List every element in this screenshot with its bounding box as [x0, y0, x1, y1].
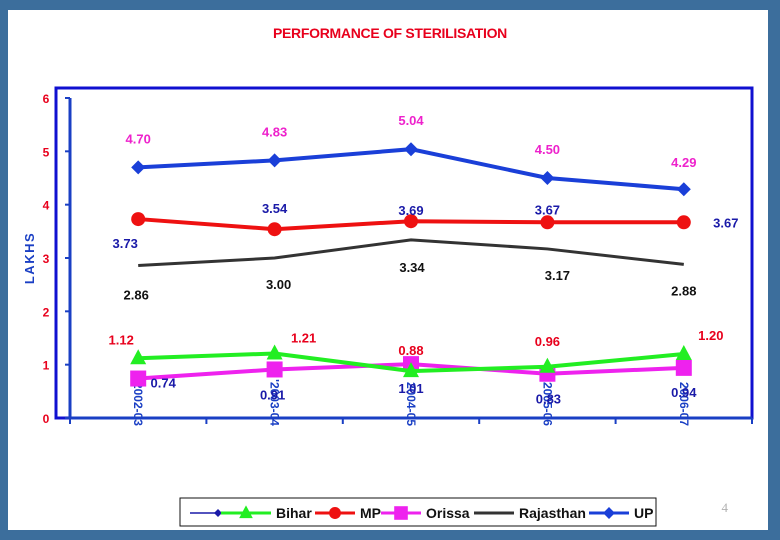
legend-label: Rajasthan	[519, 505, 586, 521]
data-label-mp: 3.73	[113, 236, 138, 251]
series-layer: 1.12 1.21 0.88 0.96 1.20 3.73 3.54 3.69 3.67 3.67…	[109, 113, 739, 407]
data-point-up	[267, 153, 282, 168]
data-label-mp: 3.67	[535, 202, 560, 217]
data-label-up: 5.04	[398, 113, 424, 128]
y-axis-label: LAKHS	[22, 232, 37, 284]
data-point-bihar	[403, 362, 419, 378]
data-label-up: 4.70	[126, 131, 151, 146]
data-label-rajasthan: 2.88	[671, 283, 696, 298]
sterilisation-chart: PERFORMANCE OF STERILISATION 0 1 2 3 4 5 6 '200…	[22, 25, 754, 527]
chart-title: PERFORMANCE OF STERILISATION	[273, 25, 507, 41]
y-tick-label: 4	[43, 199, 50, 213]
series-line-rajasthan	[138, 238, 684, 267]
legend-label: Orissa	[426, 505, 470, 521]
data-point-mp	[540, 215, 555, 230]
legend-label: UP	[634, 505, 653, 521]
x-tick-label: 2004-05	[404, 382, 418, 426]
legend: Bihar MP Orissa Rajasthan UP	[179, 497, 657, 527]
series-rajasthan	[138, 238, 684, 267]
slide-number: 4	[721, 500, 729, 515]
data-label-orissa: 0.91	[260, 387, 285, 402]
legend-item-up: UP	[589, 505, 653, 521]
data-point-up	[540, 171, 555, 185]
data-label-orissa: 0.83	[536, 392, 561, 407]
y-tick-label: 0	[43, 412, 50, 426]
legend-item-rajasthan: Rajasthan	[474, 505, 586, 521]
data-label-bihar: 0.96	[535, 334, 560, 349]
data-point-mp	[131, 212, 146, 227]
data-label-up: 4.50	[535, 142, 560, 157]
data-label-bihar: 1.21	[291, 330, 316, 345]
data-point-up	[131, 160, 146, 175]
data-label-bihar: 0.88	[398, 343, 423, 358]
data-labels: 1.12 1.21 0.88 0.96 1.20 3.73 3.54 3.69 3.67 3.67…	[109, 113, 739, 407]
series-mp	[131, 212, 691, 237]
series-up	[131, 142, 691, 197]
data-point-up	[676, 182, 691, 197]
x-tick-label: '2003-04	[268, 379, 282, 426]
data-label-orissa: 0.94	[671, 385, 697, 400]
data-point-bihar	[130, 349, 147, 365]
data-point-orissa	[675, 359, 692, 376]
y-tick-label: 1	[43, 359, 50, 373]
data-point-up	[404, 142, 418, 157]
slide-frame: PERFORMANCE OF STERILISATION 0 1 2 3 4 5 6 '200…	[8, 10, 768, 530]
legend-label: MP	[360, 505, 381, 521]
data-label-up: 4.29	[671, 155, 696, 170]
y-tick-label: 6	[43, 92, 50, 106]
data-point-orissa	[130, 370, 147, 387]
data-label-bihar: 1.12	[109, 332, 134, 347]
legend-label: Bihar	[276, 505, 312, 521]
legend-marker-bihar	[239, 505, 253, 519]
data-label-mp: 3.69	[398, 203, 423, 218]
y-tick-label: 5	[43, 145, 50, 159]
data-label-up: 4.83	[262, 124, 287, 139]
data-label-rajasthan: 3.17	[545, 268, 570, 283]
x-tick-label: 2006-07	[677, 382, 691, 426]
x-tick-label: '2002-03	[131, 379, 145, 426]
data-label-rajasthan: 2.86	[124, 287, 149, 302]
axes: 0 1 2 3 4 5 6 '2002-03 '2003-04 2004-05 2005-06 200…	[22, 92, 753, 426]
data-label-mp: 3.67	[713, 215, 738, 230]
data-point-bihar	[266, 344, 283, 360]
series-bihar	[130, 344, 692, 378]
x-tick-label: 2005-06	[540, 382, 554, 426]
legend-item-bihar: Bihar	[221, 505, 312, 521]
legend-marker-up	[603, 507, 615, 519]
data-point-orissa	[266, 361, 283, 378]
legend-marker-mp	[329, 507, 341, 519]
legend-item-mp: MP	[315, 505, 381, 521]
data-point-bihar	[539, 357, 556, 373]
data-label-mp: 3.54	[262, 201, 288, 216]
legend-marker-orissa	[394, 506, 408, 520]
data-point-mp	[676, 215, 691, 230]
data-label-bihar: 1.20	[698, 328, 723, 343]
y-tick-label: 2	[43, 305, 50, 319]
data-point-mp	[404, 214, 418, 229]
data-label-rajasthan: 3.00	[266, 277, 291, 292]
data-label-rajasthan: 3.34	[399, 260, 425, 275]
data-label-orissa: 1.01	[398, 381, 423, 396]
y-tick-label: 3	[43, 252, 50, 266]
data-point-mp	[267, 222, 282, 237]
legend-item-orissa: Orissa	[381, 505, 470, 521]
legend-marker-unnamed	[214, 509, 222, 517]
data-label-orissa: 0.74	[151, 376, 177, 391]
data-point-bihar	[675, 345, 692, 360]
